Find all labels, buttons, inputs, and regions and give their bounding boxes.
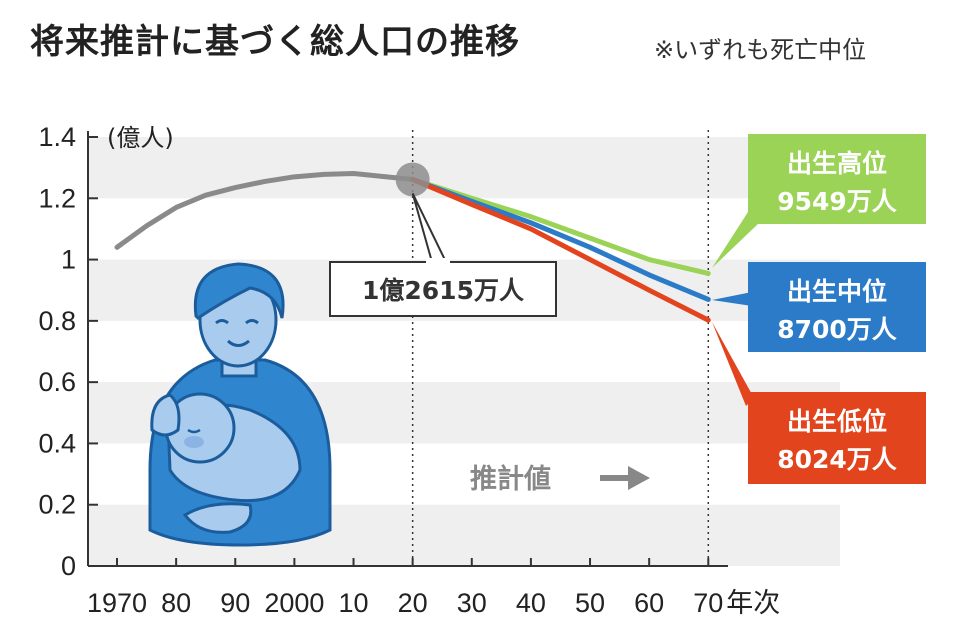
baby-eye [187, 428, 201, 434]
callout-gap [426, 258, 450, 264]
y-tick-label: 0.8 [38, 306, 76, 336]
label-value-low: 8024万人 [777, 445, 897, 474]
callout-value-2020: 1億2615万人 [362, 276, 524, 305]
x-axis-unit: 年次 [726, 588, 780, 618]
callout-pointer [411, 193, 448, 263]
estimate-arrow-head [628, 466, 650, 490]
x-tick-label: 10 [338, 588, 368, 618]
chart-title: 将来推計に基づく総人口の推移 [30, 22, 520, 62]
y-tick-label: 0.4 [38, 428, 76, 458]
parent-hand-bottom [182, 502, 253, 534]
y-tick-label: 1 [61, 245, 76, 275]
parent-mouth [226, 339, 250, 347]
x-tick-label: 90 [220, 588, 250, 618]
parent-hair [193, 262, 285, 320]
series-line-low [410, 176, 711, 323]
parent-eye-left [215, 319, 229, 325]
x-tick-label: 60 [634, 588, 664, 618]
guide-lines [411, 130, 710, 566]
baby-cheek [184, 436, 204, 448]
y-tick-label: 1.2 [38, 183, 76, 213]
chart-note: ※いずれも死亡中位 [654, 36, 867, 64]
label-name-high: 出生高位 [787, 149, 887, 178]
label-box-high [748, 134, 926, 224]
point-2020-marker [395, 162, 430, 197]
x-tick-label: 30 [457, 588, 487, 618]
y-axis-unit: (億人) [107, 124, 174, 152]
parent-eye-right [245, 319, 259, 325]
label-box-low [748, 392, 926, 484]
x-tick-label: 20 [398, 588, 428, 618]
x-tick-label: 80 [161, 588, 191, 618]
y-tick-label: 1.4 [38, 122, 76, 152]
parent-baby-illustration [148, 262, 332, 547]
x-tick-label: 2000 [264, 588, 324, 618]
axes: 0 0.2 0.4 0.6 0.8 1 1.2 1.4 (億人) 1970 80 90 2000 10 20… [38, 122, 780, 618]
label-value-high: 9549万人 [777, 187, 897, 216]
pointer-mid [712, 292, 752, 306]
estimate-label: 推計値 [470, 463, 551, 495]
grid-band [88, 137, 840, 199]
series-lines [114, 162, 711, 323]
label-name-mid: 出生中位 [787, 277, 887, 306]
x-tick-label: 1970 [87, 588, 147, 618]
y-tick-label: 0.6 [38, 367, 76, 397]
x-tick-label: 70 [693, 588, 723, 618]
x-tick-label: 50 [575, 588, 605, 618]
pointer-high [712, 212, 760, 268]
label-value-mid: 8700万人 [777, 315, 897, 344]
y-tick-label: 0 [61, 551, 76, 581]
y-tick-label: 0.2 [38, 490, 76, 520]
parent-hand-top [150, 393, 181, 437]
label-box-mid [748, 262, 926, 352]
label-name-low: 出生低位 [787, 407, 887, 436]
x-tick-label: 40 [516, 588, 546, 618]
pointer-low [712, 322, 754, 406]
series-line-actual [114, 170, 416, 250]
